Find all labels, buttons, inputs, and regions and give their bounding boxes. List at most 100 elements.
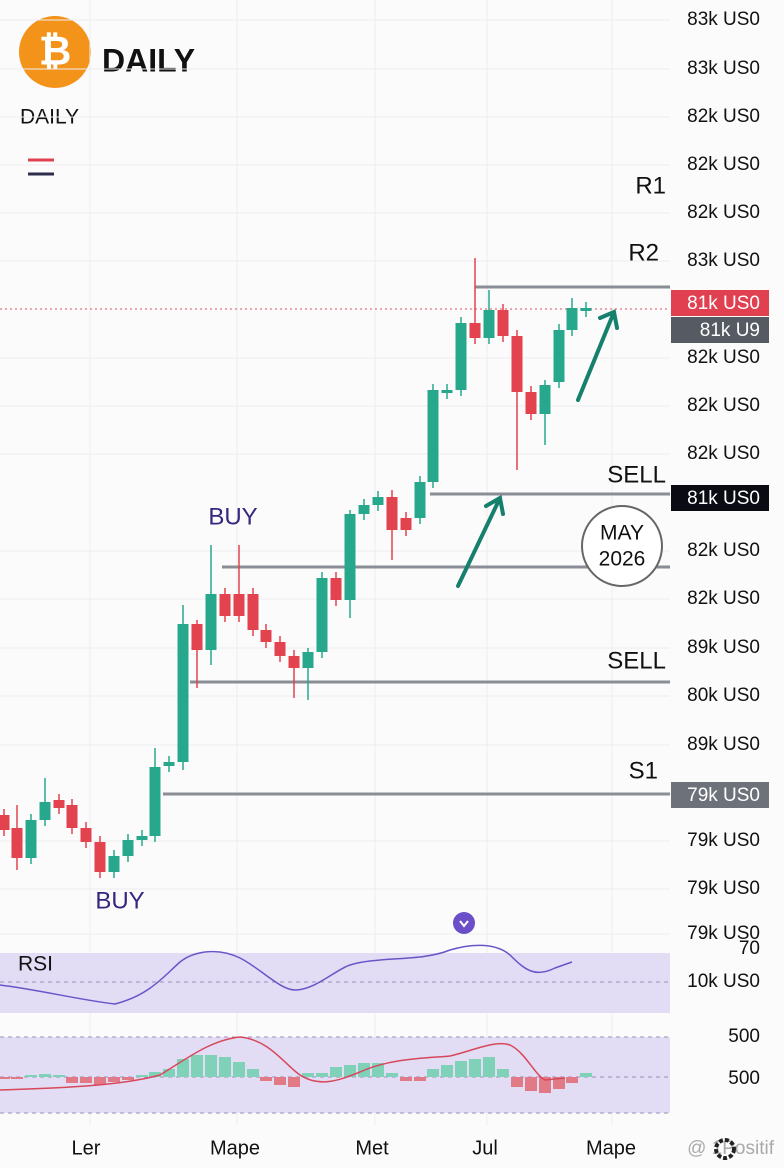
macd-bar bbox=[136, 1075, 148, 1077]
level-label: R2 bbox=[628, 239, 659, 266]
macd-bar bbox=[566, 1077, 578, 1083]
candle-body bbox=[358, 505, 370, 514]
candle-body bbox=[483, 310, 495, 338]
candle-body bbox=[344, 514, 356, 600]
macd-bar bbox=[511, 1077, 523, 1087]
macd-bar bbox=[427, 1069, 439, 1077]
macd-line bbox=[0, 1036, 566, 1091]
rsi-panel bbox=[0, 953, 670, 1013]
price-badge-label: 81k U9 bbox=[700, 320, 760, 341]
candle-body bbox=[53, 800, 65, 808]
bitcoin-logo bbox=[19, 16, 91, 88]
macd-bar bbox=[149, 1072, 161, 1077]
macd-bar bbox=[316, 1073, 328, 1077]
candle-body bbox=[108, 856, 120, 872]
price-label: 79k US0 bbox=[687, 830, 760, 851]
candle-body bbox=[94, 842, 106, 872]
candle-body bbox=[0, 815, 10, 830]
price-label: 82k US0 bbox=[687, 202, 760, 223]
candle-body bbox=[122, 840, 134, 856]
candle-body bbox=[580, 308, 592, 311]
candle-body bbox=[553, 330, 565, 382]
macd-bar bbox=[441, 1065, 453, 1077]
candle-body bbox=[80, 828, 92, 842]
macd-bar bbox=[205, 1055, 217, 1077]
candle-body bbox=[177, 624, 189, 762]
candle-body bbox=[163, 762, 175, 766]
macd-bar bbox=[233, 1062, 245, 1077]
candle-body bbox=[469, 323, 481, 338]
macd-bar bbox=[66, 1077, 78, 1083]
trend-arrow bbox=[576, 309, 619, 402]
macd-bar bbox=[274, 1077, 286, 1085]
macd-bar bbox=[25, 1075, 37, 1077]
price-label: 82k US0 bbox=[687, 347, 760, 368]
macd-bar bbox=[455, 1061, 467, 1077]
candle-body bbox=[136, 836, 148, 840]
time-label: Met bbox=[355, 1137, 389, 1159]
candle-body bbox=[525, 392, 537, 414]
price-label: 82k US0 bbox=[687, 588, 760, 609]
price-label: 83k US0 bbox=[687, 58, 760, 79]
level-label: S1 bbox=[629, 757, 658, 784]
candle-body bbox=[25, 820, 37, 858]
candle-body bbox=[191, 624, 203, 650]
date-badge bbox=[581, 505, 663, 587]
price-badge bbox=[671, 485, 769, 511]
candle-body bbox=[372, 497, 384, 505]
price-label: 83k US0 bbox=[687, 250, 760, 271]
rsi-axis-label: 10k US0 bbox=[687, 971, 760, 992]
price-badge bbox=[671, 317, 769, 343]
macd-bar bbox=[288, 1077, 300, 1087]
macd-bar bbox=[219, 1057, 231, 1077]
rsi-axis-label: 70 bbox=[739, 938, 760, 959]
candle-body bbox=[400, 518, 412, 530]
macd-bar bbox=[122, 1077, 134, 1080]
candle-body bbox=[274, 642, 286, 656]
macd-bar bbox=[39, 1074, 51, 1077]
level-label: SELL bbox=[607, 461, 666, 488]
macd-bar bbox=[302, 1073, 314, 1077]
candle-body bbox=[330, 578, 342, 600]
price-label: 89k US0 bbox=[687, 637, 760, 658]
level-label: R1 bbox=[635, 172, 666, 199]
macd-bar bbox=[553, 1077, 565, 1089]
price-label: 79k US0 bbox=[687, 923, 760, 944]
price-badge bbox=[671, 782, 769, 808]
title: DAILY bbox=[102, 42, 195, 78]
macd-bar bbox=[11, 1077, 23, 1079]
macd-bar bbox=[414, 1077, 426, 1081]
macd-bar bbox=[525, 1077, 537, 1091]
trend-arrow bbox=[456, 494, 505, 588]
logo-symbol: ₿ bbox=[39, 30, 72, 74]
candle-body bbox=[316, 578, 328, 652]
candle-body bbox=[219, 594, 231, 616]
candle-body bbox=[233, 594, 245, 616]
date-year: 2026 bbox=[599, 548, 646, 571]
macd-bar bbox=[469, 1059, 481, 1077]
candle-body bbox=[386, 497, 398, 530]
candle-body bbox=[247, 594, 259, 630]
candle-body bbox=[39, 802, 51, 820]
macd-bar bbox=[247, 1069, 259, 1077]
level-label: SELL bbox=[607, 647, 666, 674]
macd-bar bbox=[177, 1059, 189, 1077]
candle-body bbox=[149, 767, 161, 836]
arrows bbox=[456, 309, 619, 588]
alert-marker[interactable] bbox=[453, 912, 475, 934]
candle-body bbox=[302, 652, 314, 668]
settings-icon[interactable] bbox=[714, 1138, 736, 1160]
price-badge-label: 81k US0 bbox=[687, 488, 760, 509]
price-badge bbox=[671, 290, 769, 316]
price-badge-label: 79k US0 bbox=[687, 785, 760, 806]
candle-body bbox=[288, 656, 300, 668]
macd-bar bbox=[580, 1073, 592, 1077]
price-label: 82k US0 bbox=[687, 540, 760, 561]
price-label: 82k US0 bbox=[687, 395, 760, 416]
macd-axis-label: 500 bbox=[728, 1068, 760, 1089]
price-badge-label: 81k US0 bbox=[687, 293, 760, 314]
candle-body bbox=[441, 390, 453, 393]
price-label: 82k US0 bbox=[687, 154, 760, 175]
candle-body bbox=[566, 308, 578, 330]
macd-axis-label: 500 bbox=[728, 1026, 760, 1047]
